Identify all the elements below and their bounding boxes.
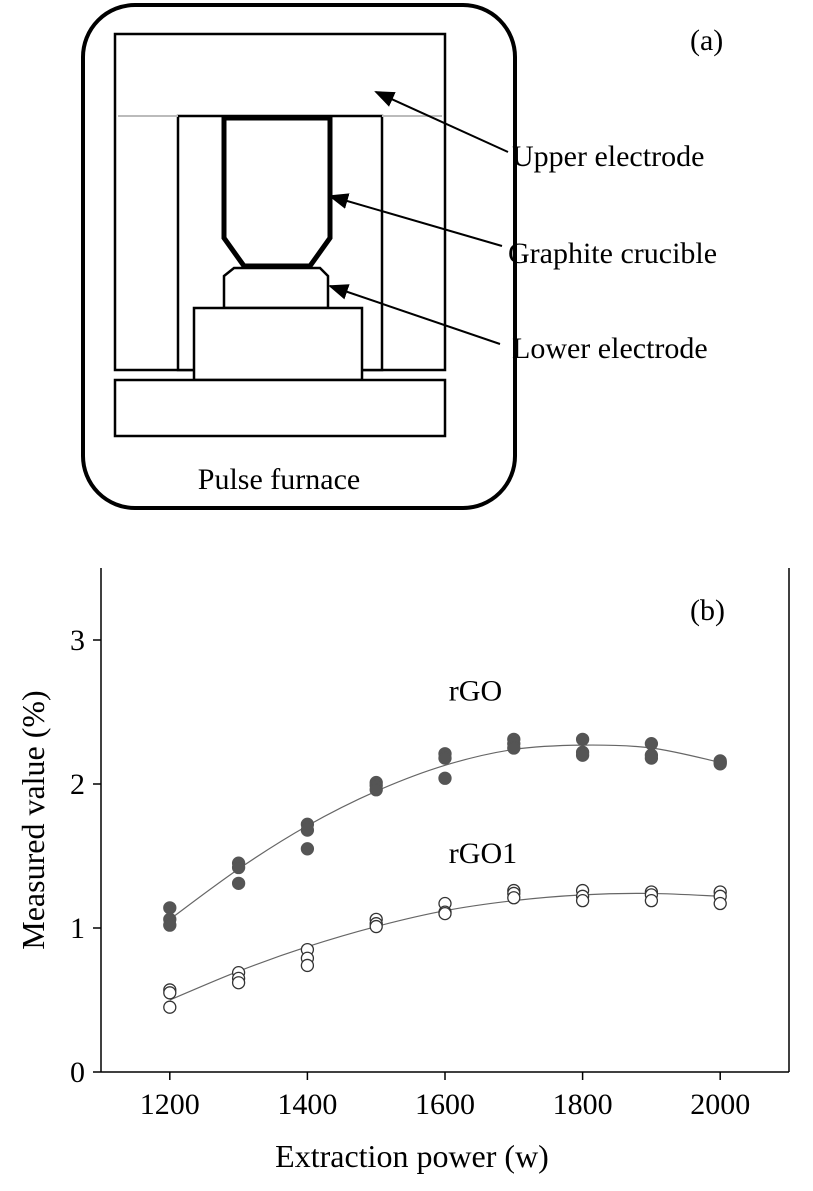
y-tick-label: 2 [70,768,85,801]
x-ticks: 1200 1400 1600 1800 2000 [140,1072,750,1121]
point-rgo [575,748,590,762]
label-lower-electrode: Lower electrode [512,332,708,365]
point-rgo1 [575,893,590,908]
point-rgo [644,751,659,765]
point-rgo1 [644,893,659,908]
point-rgo [438,751,452,765]
point-rgo1 [713,896,727,911]
y-ticks: 0 1 2 3 [70,624,101,1089]
point-rgo [300,823,315,837]
data-points [163,732,727,1014]
point-rgo1 [231,976,246,990]
y-tick-label: 1 [70,912,85,945]
graphite-crucible-shape [221,115,333,269]
panel-b-chart: 1200 1400 1600 1800 2000 0 1 2 3 rGO rGO1 (b) Ex… [15,568,790,1174]
y-axis-label: Measured value (%) [15,690,51,949]
furnace-outline [81,3,517,510]
point-rgo [369,783,383,797]
point-rgo1 [163,986,177,1000]
x-axis-label: Extraction power (w) [275,1138,549,1174]
point-rgo [438,771,452,785]
point-rgo1 [438,906,452,921]
x-tick-label: 2000 [690,1088,750,1121]
label-pulse-furnace: Pulse furnace [198,463,360,496]
point-rgo [231,876,246,891]
arrow-lower-electrode [328,284,501,345]
x-tick-label: 1200 [140,1088,200,1121]
annotation-rgo: rGO [449,674,502,707]
x-tick-label: 1400 [277,1088,337,1121]
point-rgo [575,732,590,747]
label-graphite-crucible: Graphite crucible [508,237,717,270]
point-rgo1 [163,1000,177,1014]
point-rgo [644,737,659,751]
point-rgo1 [369,919,383,934]
point-rgo [713,757,727,771]
point-rgo [231,860,246,875]
furnace-base-plate [113,378,447,438]
annotation-rgo1: rGO1 [449,837,517,870]
label-upper-electrode: Upper electrode [512,140,704,173]
plot-frame [100,568,790,1073]
x-tick-label: 1800 [553,1088,613,1121]
series-annotations: rGO rGO1 [449,674,517,870]
point-rgo [163,918,177,932]
y-tick-label: 0 [70,1056,85,1089]
point-rgo [507,741,521,755]
point-rgo [163,901,177,915]
arrow-graphite-crucible [328,193,503,247]
point-rgo1 [300,958,315,973]
panel-a-label: (a) [690,24,723,57]
lower-electrode-base [192,306,364,382]
y-tick-label: 3 [70,624,85,657]
lower-electrode-tip [222,266,330,310]
arrow-upper-electrode [374,91,509,153]
fit-curve-rgo [169,744,721,920]
point-rgo [300,842,315,856]
panel-a-diagram [81,3,517,510]
point-rgo1 [507,891,521,905]
panel-b-label: (b) [690,594,725,627]
x-tick-label: 1600 [415,1088,475,1121]
